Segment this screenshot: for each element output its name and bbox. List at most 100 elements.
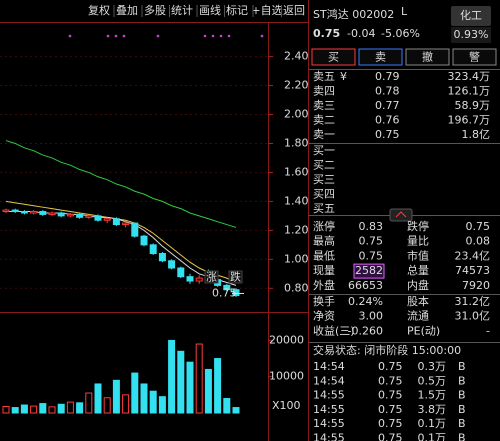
collapse-button[interactable] xyxy=(389,208,413,222)
bid-label: 买五 xyxy=(313,202,335,215)
trade-volume: 0.1万 xyxy=(418,417,447,430)
toolbar-button[interactable]: 叠加 xyxy=(116,4,138,17)
action-button[interactable] xyxy=(358,48,403,66)
stat-label: 总量 xyxy=(407,263,429,277)
stat-value: 0.08 xyxy=(466,235,491,248)
trade-price: 0.75 xyxy=(378,360,403,373)
toolbar-button[interactable]: 标记 xyxy=(226,3,248,17)
chart-button-label[interactable]: 跌 xyxy=(230,270,241,284)
trade-volume: 0.1万 xyxy=(418,432,447,441)
trade-volume: 1.5万 xyxy=(418,389,447,402)
trade-time: 14:55 xyxy=(313,432,345,441)
ask-price: 0.79 xyxy=(375,70,400,83)
action-label[interactable]: 撤 xyxy=(422,50,433,64)
sector-box[interactable] xyxy=(451,6,491,26)
stat-label: 最低 xyxy=(313,249,335,262)
collapse-icon xyxy=(395,211,407,218)
trade-price: 0.75 xyxy=(378,417,403,430)
y-tick-label: 1.40 xyxy=(284,194,309,207)
sector[interactable]: 化工 xyxy=(460,8,482,22)
y-tick-label: 1.20 xyxy=(284,223,309,236)
volume-bar xyxy=(223,397,231,414)
volume-bar xyxy=(48,406,56,414)
ask-price: 0.78 xyxy=(375,85,400,98)
candle-body xyxy=(232,289,240,297)
candle-body xyxy=(2,209,10,213)
candle-body xyxy=(140,235,148,246)
y-tick-label: 1.80 xyxy=(284,136,309,149)
trade-price: 0.75 xyxy=(378,403,403,416)
stat-value: 74573 xyxy=(455,264,490,277)
action-button[interactable] xyxy=(311,48,356,66)
toolbar-button[interactable]: 画线 xyxy=(199,3,221,17)
moving-average xyxy=(5,140,237,228)
trade-side: B xyxy=(458,417,466,430)
change: -0.04 xyxy=(347,27,375,40)
toolbar-button[interactable]: +自选 xyxy=(251,4,282,17)
chart-button-label[interactable]: 涨 xyxy=(206,271,217,284)
stat-value: - xyxy=(486,324,490,337)
volume-bar xyxy=(158,396,166,414)
action-label[interactable]: 买 xyxy=(328,51,339,64)
ask-label: 卖四 xyxy=(313,85,335,98)
ask-volume: 196.7万 xyxy=(448,114,491,127)
trade-time: 14:55 xyxy=(313,389,345,402)
volume-bar xyxy=(112,379,120,414)
ask-label: 卖五 xyxy=(313,70,335,83)
toolbar-button[interactable]: 统计 xyxy=(171,4,193,17)
toolbar-button[interactable]: 多股 xyxy=(144,3,166,17)
stat-label: 外盘 xyxy=(313,278,335,292)
last-price-label: 0.75 xyxy=(212,287,237,300)
ask-price: 0.77 xyxy=(375,99,400,112)
stat-value: 0.75 xyxy=(466,220,491,233)
bid-label: 买三 xyxy=(313,173,335,186)
volume-bar xyxy=(103,397,111,414)
volume-bar xyxy=(131,372,139,414)
stat-label: 市值 xyxy=(407,248,429,262)
action-button[interactable] xyxy=(452,48,497,66)
trade-side: B xyxy=(458,360,466,373)
ask-label: 卖二 xyxy=(313,114,335,127)
chart-button[interactable] xyxy=(228,270,243,284)
candle-body xyxy=(177,267,185,278)
volume-bar xyxy=(85,392,93,414)
candle-body xyxy=(158,253,166,262)
action-label[interactable]: 卖 xyxy=(375,51,386,64)
trade-side: B xyxy=(458,432,466,441)
volume-bar xyxy=(140,383,148,414)
toolbar-button[interactable]: 返回 xyxy=(283,4,305,17)
volume-bar xyxy=(195,343,203,414)
candle-body xyxy=(20,211,28,214)
candle-body xyxy=(30,211,38,214)
bid-label: 买四 xyxy=(313,188,335,201)
y-tick-label: 2.20 xyxy=(284,79,309,92)
chart-button[interactable] xyxy=(204,270,219,284)
candle-body xyxy=(149,244,157,255)
stat-label: 跌停 xyxy=(407,219,429,233)
stat-value: 7920 xyxy=(462,279,490,292)
trade-price: 0.75 xyxy=(378,374,403,387)
action-button[interactable] xyxy=(405,48,450,66)
candle-body xyxy=(94,215,102,221)
candle-body xyxy=(122,222,130,226)
y-tick-label: 1.60 xyxy=(284,165,309,178)
volume-bar xyxy=(232,407,240,414)
stat-value: 31.0亿 xyxy=(455,310,491,323)
ask-price: 0.75 xyxy=(375,128,400,141)
stat-label: 股本 xyxy=(407,294,429,308)
change-pct: -5.06% xyxy=(381,27,420,40)
trade-time: 14:55 xyxy=(313,403,345,416)
volume-bar xyxy=(214,358,222,414)
action-label[interactable]: 警 xyxy=(469,50,480,64)
y-tick-label: 1.00 xyxy=(284,252,309,265)
y-tick-label: 0.80 xyxy=(284,281,309,294)
trade-volume: 3.8万 xyxy=(418,403,447,416)
ask-volume: 126.1万 xyxy=(448,85,491,98)
candle-body xyxy=(131,222,139,237)
candle-body xyxy=(57,212,65,217)
toolbar-button[interactable]: 复权 xyxy=(88,3,110,17)
stat-value: 66653 xyxy=(348,279,383,292)
stat-value: 0.75 xyxy=(359,235,384,248)
stat-label: 净资 xyxy=(313,309,335,323)
